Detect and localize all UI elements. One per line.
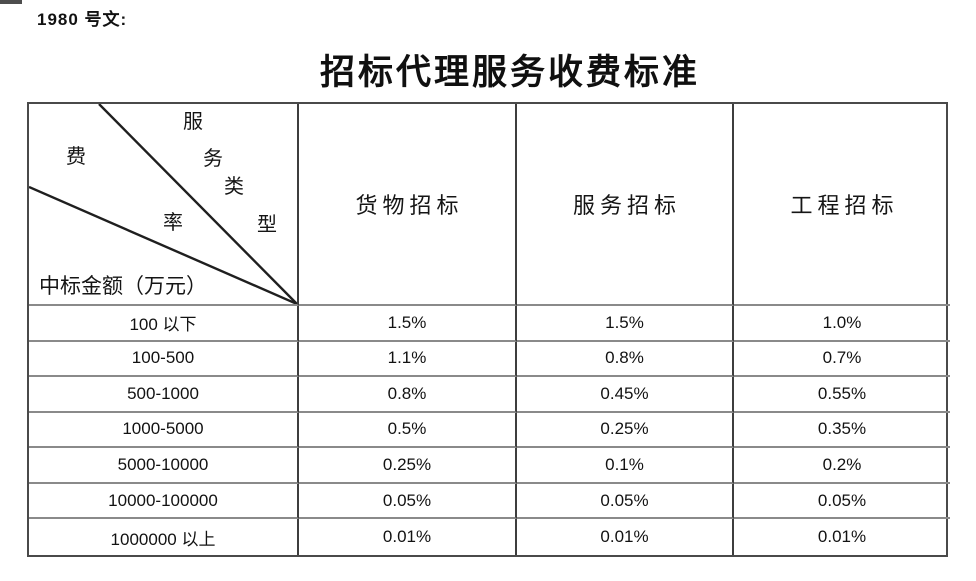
fee-value: 0.01% [517,519,734,555]
fee-value: 0.05% [517,483,734,520]
corner-rate-char-1: 费 [66,146,86,168]
corner-type-char-3: 类 [224,176,244,198]
fee-value: 0.5% [299,412,517,449]
corner-type-char-4: 型 [257,214,277,236]
fee-value: 1.1% [299,341,517,378]
fee-value: 0.2% [734,448,950,484]
corner-type-char-1: 服 [183,111,203,133]
fee-value: 1.5% [299,306,517,342]
fee-value: 0.7% [734,342,950,378]
corner-header-cell: 服 务 类 型 费 率 中标金额（万元） [29,104,299,306]
page-title: 招标代理服务收费标准 [319,53,700,92]
fee-value: 0.45% [517,377,734,413]
fee-value: 0.1% [517,448,734,484]
corner-rate-char-2: 率 [163,212,183,234]
fee-value: 1.5% [517,306,734,342]
column-header-engineering: 工程招标 [734,104,950,306]
row-label: 100-500 [29,341,299,378]
fee-value: 0.8% [517,341,734,378]
screen-edge-artifact [0,0,22,4]
column-header-goods: 货物招标 [299,104,517,306]
fee-value: 0.01% [817,527,867,547]
fee-standard-table: 服 务 类 型 费 率 中标金额（万元） 货物招标 服务招标 工程招标 100 … [27,102,950,557]
fee-value: 0.35% [734,413,950,449]
fee-value: 0.55% [734,377,950,413]
fee-value: 0.05% [299,483,517,520]
row-label: 5000-10000 [29,448,299,484]
row-label: 100 以下 [29,306,299,342]
fee-value: 0.8% [299,377,517,413]
fee-value: 1.0% [734,306,950,342]
doc-number-label: 1980 号文: [37,10,128,29]
diagonal-divider-lines [29,104,297,304]
corner-type-char-2: 务 [203,148,223,170]
fee-value: 0.05% [734,484,950,520]
row-label: 1000-5000 [29,412,299,449]
row-label: 500-1000 [29,377,299,413]
row-label: 10000-100000 [29,483,299,520]
fee-value: 0.01% [299,519,517,555]
column-header-services: 服务招标 [517,104,734,306]
corner-amount-label: 中标金额（万元） [39,274,207,298]
row-label: 1000000 以上 [29,519,299,555]
fee-value: 0.25% [299,448,517,484]
fee-value: 0.25% [517,412,734,449]
